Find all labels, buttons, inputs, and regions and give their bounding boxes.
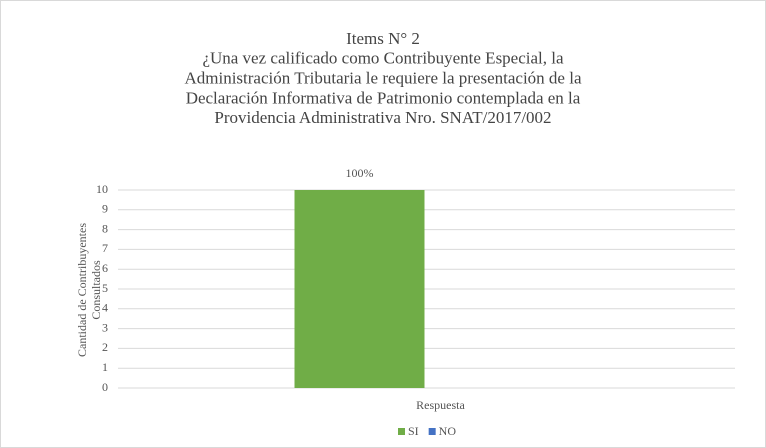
y-axis-label-line: Consultados bbox=[89, 260, 103, 320]
y-tick-label: 10 bbox=[96, 182, 108, 196]
y-axis-label: Cantidad de Contribuyentes Consultados bbox=[75, 223, 103, 357]
chart-title: ¿Una vez calificado como Contribuyente E… bbox=[202, 49, 564, 68]
chart-title: Items N° 2 bbox=[346, 29, 420, 48]
chart-title: Administración Tributaria le requiere la… bbox=[184, 69, 581, 88]
y-tick-label: 6 bbox=[102, 261, 108, 275]
chart-title: Declaración Informativa de Patrimonio co… bbox=[186, 88, 581, 107]
y-tick-label: 7 bbox=[102, 241, 108, 255]
y-tick-label: 8 bbox=[102, 221, 108, 235]
legend-swatch bbox=[398, 428, 405, 435]
x-tick-label: Respuesta bbox=[416, 398, 465, 412]
chart-title: Providencia Administrativa Nro. SNAT/201… bbox=[214, 108, 551, 127]
legend-label: SI bbox=[408, 424, 419, 438]
bar bbox=[294, 190, 425, 388]
y-tick-label: 0 bbox=[102, 380, 108, 394]
y-tick-label: 2 bbox=[102, 340, 108, 354]
y-axis-label-line: Cantidad de Contribuyentes bbox=[75, 223, 89, 357]
y-tick-label: 5 bbox=[102, 281, 108, 295]
y-tick-label: 4 bbox=[102, 301, 108, 315]
legend-label: NO bbox=[439, 424, 457, 438]
y-tick-label: 9 bbox=[102, 202, 108, 216]
y-tick-label: 1 bbox=[102, 360, 108, 374]
legend-swatch bbox=[428, 428, 436, 435]
data-label: 100% bbox=[346, 166, 374, 180]
y-tick-label: 3 bbox=[102, 320, 108, 334]
